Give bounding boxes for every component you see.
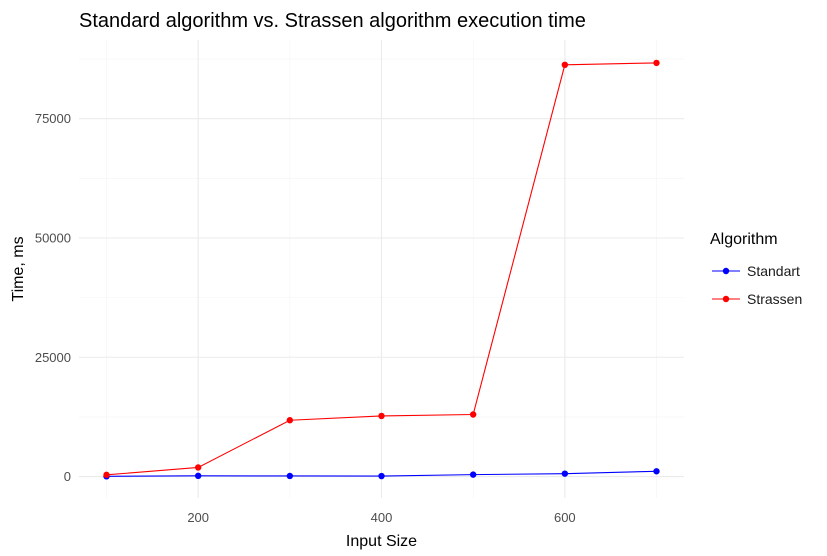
data-point-strassen (561, 61, 569, 69)
x-tick-label: 200 (187, 510, 209, 525)
x-axis-tick-labels: 200 400 600 (187, 510, 575, 525)
major-gridlines (79, 40, 684, 498)
y-tick-label: 50000 (35, 230, 71, 245)
data-point-strassen (103, 471, 110, 479)
series-points (103, 59, 660, 480)
legend-items: Standart Strassen (712, 263, 802, 307)
x-axis-title: Input Size (346, 533, 417, 550)
data-point-strassen (378, 412, 385, 420)
data-point-standart (653, 468, 660, 475)
x-tick-label: 400 (371, 510, 393, 525)
chart-title: Standard algorithm vs. Strassen algorith… (79, 10, 586, 32)
data-point-standart (194, 472, 202, 480)
y-axis-title: Time, ms (10, 236, 27, 301)
data-point-standart (469, 471, 477, 478)
y-tick-label: 25000 (35, 350, 71, 365)
y-axis-tick-labels: 0 25000 50000 75000 (35, 111, 71, 484)
data-point-standart (378, 472, 385, 480)
x-tick-label: 600 (554, 510, 576, 525)
data-point-strassen (194, 464, 202, 471)
data-point-standart (561, 470, 569, 477)
y-tick-label: 75000 (35, 111, 71, 126)
y-tick-label: 0 (64, 469, 71, 484)
legend-label-strassen: Strassen (747, 291, 802, 307)
data-point-standart (286, 472, 294, 480)
data-point-strassen (286, 417, 294, 424)
legend-point-strassen (722, 295, 730, 303)
data-point-strassen (469, 411, 477, 418)
legend-point-standart (722, 267, 730, 275)
legend-label-standart: Standart (747, 263, 800, 279)
legend-title: Algorithm (710, 231, 778, 248)
legend: Algorithm Standart Strassen (710, 231, 802, 307)
data-point-strassen (653, 59, 660, 67)
